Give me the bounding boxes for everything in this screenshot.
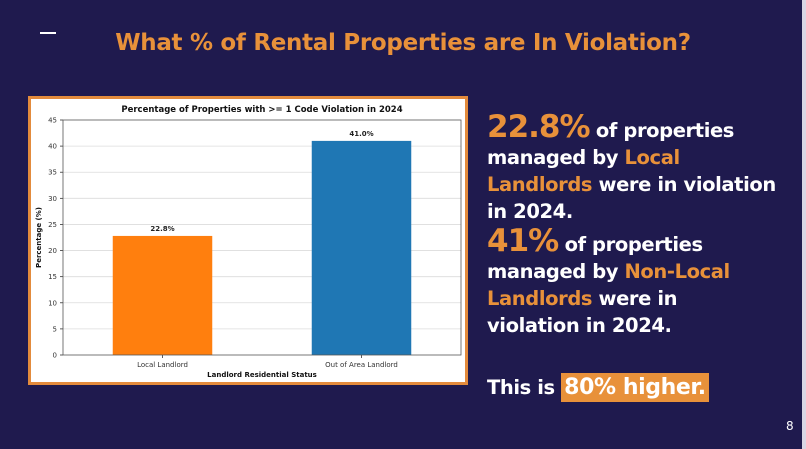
data-label: 22.8% [150, 225, 174, 233]
plot-frame [62, 119, 462, 356]
local-stat-value: 22.8% [487, 109, 591, 145]
y-tick-label: 15 [48, 273, 57, 281]
x-tick-label: Local Landlord [137, 361, 188, 369]
nonlocal-landlord-stat: 41% of properties managed by Non-Local L… [487, 226, 772, 339]
comparison-statement: This is 80% higher. [487, 373, 787, 402]
y-tick-label: 45 [48, 117, 57, 125]
y-tick-label: 30 [48, 195, 57, 203]
x-tick-label: Out of Area Landlord [325, 361, 398, 369]
local-landlords-highlight: Local Landlords [487, 146, 680, 196]
stat-text: of properties managed by [487, 233, 703, 283]
y-tick-label: 35 [48, 169, 57, 177]
nonlocal-landlords-highlight: Non-Local Landlords [487, 260, 730, 310]
slide-title: What % of Rental Properties are In Viola… [115, 30, 691, 56]
stat-text: of properties managed by [487, 119, 735, 169]
page-number: 8 [786, 419, 794, 433]
stat-text: were in violation in 2024. [487, 287, 678, 337]
bar-out-of-area-landlord [311, 140, 412, 355]
title-dash-decoration [40, 32, 56, 34]
y-tick-label: 10 [48, 299, 57, 307]
y-tick-label: 40 [48, 143, 57, 151]
x-axis-label: Landlord Residential Status [207, 371, 317, 379]
stat-text: This is [487, 376, 562, 399]
chart-frame: Percentage of Properties with >= 1 Code … [28, 96, 468, 385]
bar-chart: Percentage of Properties with >= 1 Code … [35, 105, 462, 379]
y-tick-label: 5 [53, 325, 57, 333]
stat-text: were in violation in 2024. [487, 173, 776, 223]
bar-local-landlord [112, 235, 213, 355]
chart-title: Percentage of Properties with >= 1 Code … [121, 105, 402, 115]
right-edge-strip [802, 0, 806, 449]
y-tick-label: 0 [53, 352, 57, 360]
eighty-percent-highlight: 80% higher. [561, 373, 709, 402]
y-axis-label: Percentage (%) [35, 207, 43, 268]
y-tick-label: 25 [48, 221, 57, 229]
data-label: 41.0% [349, 130, 373, 138]
nonlocal-stat-value: 41% [487, 223, 559, 259]
local-landlord-stat: 22.8% of properties managed by Local Lan… [487, 112, 787, 225]
y-tick-label: 20 [48, 247, 57, 255]
